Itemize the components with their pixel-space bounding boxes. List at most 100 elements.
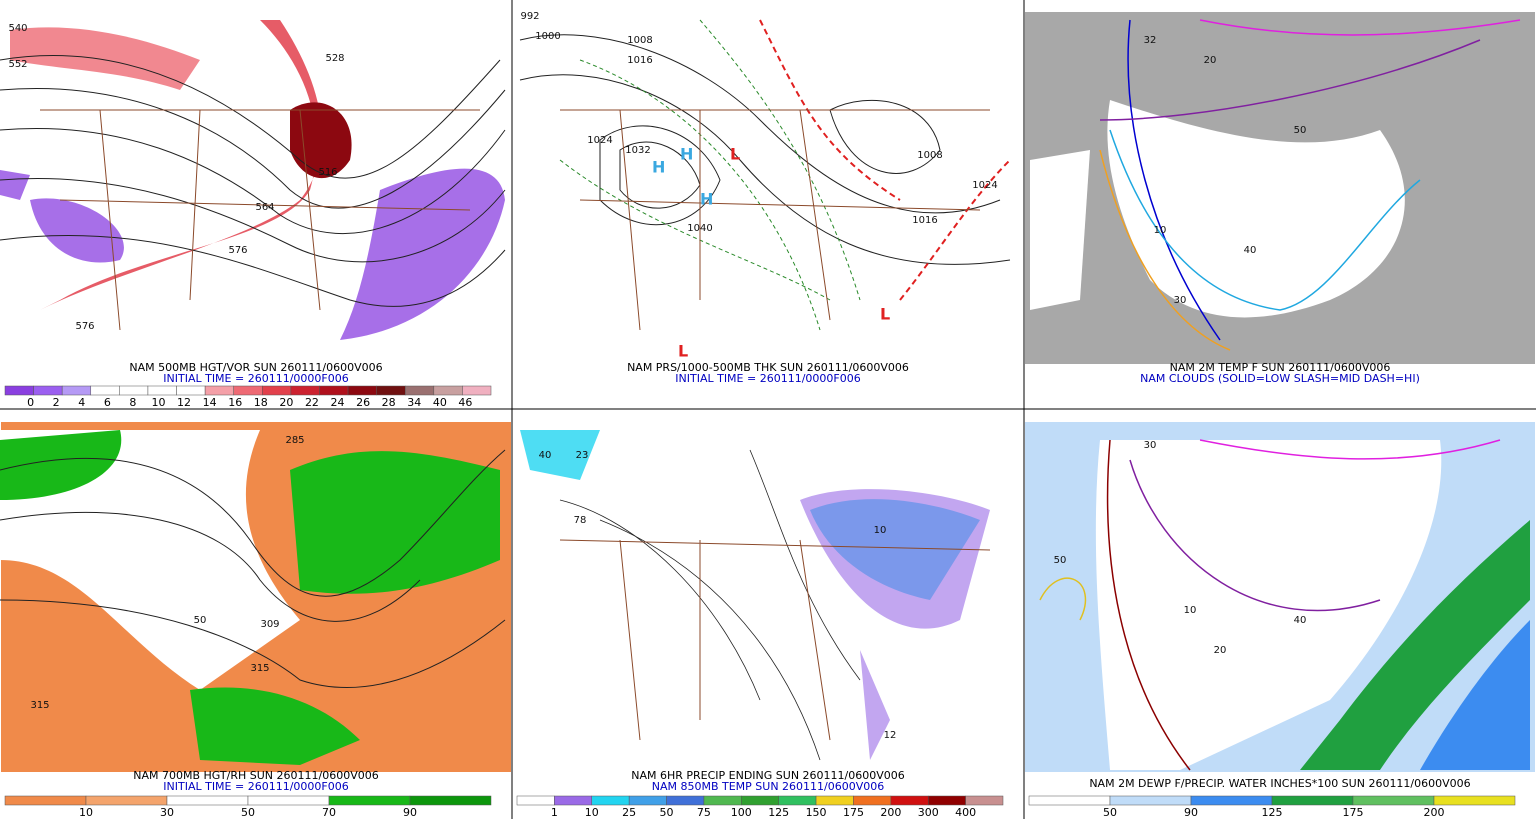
colorbar-segment — [666, 795, 705, 806]
contour-label: 309 — [260, 619, 279, 630]
contour-label: 528 — [325, 53, 344, 64]
contour-label: 12 — [884, 730, 897, 741]
colorbar-segment — [61, 385, 92, 396]
colorbar-label: 50 — [660, 806, 674, 819]
colorbar-label: 30 — [160, 806, 174, 819]
contour-label: 552 — [8, 59, 27, 70]
colorbar-label: 18 — [254, 396, 268, 409]
contour-label: 576 — [75, 321, 94, 332]
colorbar-label: 200 — [1424, 806, 1445, 819]
svg-text:H: H — [652, 158, 665, 177]
colorbar-label: 125 — [768, 806, 789, 819]
contour-label: 50 — [1054, 555, 1067, 566]
colorbar-segment — [319, 385, 349, 396]
colorbar-label: 8 — [129, 396, 136, 409]
colorbar-label: 10 — [151, 396, 165, 409]
colorbar-label: 50 — [241, 806, 255, 819]
colorbar-segment — [462, 385, 492, 396]
svg-text:L: L — [730, 145, 740, 164]
colorbar-label: 1 — [551, 806, 558, 819]
colorbar-label: 12 — [177, 396, 191, 409]
colorbar-segment — [741, 795, 779, 806]
map-precip — [513, 422, 1023, 772]
contour-label: 40 — [539, 450, 552, 461]
colorbar-segment — [778, 795, 817, 806]
colorbar-segment — [853, 795, 892, 806]
colorbar-label: 175 — [1343, 806, 1364, 819]
colorbar-segment — [703, 795, 742, 806]
colorbar-segment — [1028, 795, 1111, 806]
panel-caption: NAM 700MB HGT/RH SUN 260111/0600V006 — [133, 769, 378, 782]
colorbar-label: 4 — [78, 396, 85, 409]
panel-caption: NAM 2M TEMP F SUN 260111/0600V006 — [1170, 361, 1391, 374]
contour-label: 516 — [318, 167, 337, 178]
colorbar-label: 10 — [585, 806, 599, 819]
panel-caption: NAM 2M DEWP F/PRECIP. WATER INCHES*100 S… — [1089, 777, 1470, 790]
colorbar-segment — [290, 385, 320, 396]
colorbar-segment — [85, 795, 168, 806]
map-dewpoint — [1025, 422, 1535, 772]
colorbar-segment — [591, 795, 630, 806]
colorbar-segment — [815, 795, 854, 806]
colorbar-segment — [554, 795, 593, 806]
colorbar-label: 70 — [322, 806, 336, 819]
colorbar-label: 400 — [955, 806, 976, 819]
svg-text:H: H — [680, 145, 693, 164]
colorbar-segment — [347, 385, 377, 396]
colorbar-label: 25 — [622, 806, 636, 819]
contour-label: 32 — [1144, 35, 1157, 46]
colorbar-label: 22 — [305, 396, 319, 409]
contour-label: 78 — [574, 515, 587, 526]
colorbar-segment — [1109, 795, 1192, 806]
colorbar-segment — [166, 795, 249, 806]
contour-label: 315 — [250, 663, 269, 674]
contour-label: 285 — [285, 435, 304, 446]
colorbar-segment — [628, 795, 667, 806]
colorbar-label: 6 — [104, 396, 111, 409]
colorbar-label: 34 — [407, 396, 421, 409]
colorbar-segment — [1271, 795, 1354, 806]
contour-label: 1016 — [912, 215, 937, 226]
colorbar-label: 20 — [279, 396, 293, 409]
colorbar-segment — [927, 795, 966, 806]
contour-label: 10 — [1154, 225, 1167, 236]
colorbar-segment — [33, 385, 63, 396]
colorbar-segment — [90, 385, 120, 396]
colorbar-label: 150 — [806, 806, 827, 819]
colorbar-label: 2 — [53, 396, 60, 409]
colorbar-segment — [376, 385, 406, 396]
colorbar-segment — [890, 795, 929, 806]
colorbar-segment — [409, 795, 492, 806]
contour-label: 1008 — [917, 150, 942, 161]
colorbar-label: 75 — [697, 806, 711, 819]
colorbar-segment — [404, 385, 435, 396]
contour-label: 1016 — [627, 55, 652, 66]
colorbar-label: 200 — [880, 806, 901, 819]
colorbar-label: 28 — [382, 396, 396, 409]
svg-text:L: L — [880, 305, 890, 324]
contour-label: 20 — [1204, 55, 1217, 66]
contour-label: 1024 — [587, 135, 612, 146]
colorbar-label: 14 — [203, 396, 217, 409]
colorbar-label: 125 — [1262, 806, 1283, 819]
colorbar-segment — [433, 385, 463, 396]
contour-label: 540 — [8, 23, 27, 34]
colorbar-segment — [176, 385, 206, 396]
colorbar-segment — [1190, 795, 1273, 806]
contour-label: 1024 — [972, 180, 997, 191]
colorbar-label: 90 — [1184, 806, 1198, 819]
colorbar-segment — [119, 385, 149, 396]
contour-label: 50 — [194, 615, 207, 626]
colorbar-label: 46 — [458, 396, 472, 409]
panel-caption: INITIAL TIME = 260111/0000F006 — [675, 372, 860, 385]
panel-caption: NAM 850MB TEMP SUN 260111/0600V006 — [652, 780, 885, 793]
colorbar-label: 90 — [403, 806, 417, 819]
colorbar-segment — [247, 795, 330, 806]
colorbar-label: 50 — [1103, 806, 1117, 819]
colorbar-segment — [262, 385, 292, 396]
colorbar-label: 0 — [27, 396, 34, 409]
svg-text:L: L — [678, 342, 688, 361]
overlays: NAM 500MB HGT/VOR SUN 260111/0600V006INI… — [4, 11, 1516, 819]
